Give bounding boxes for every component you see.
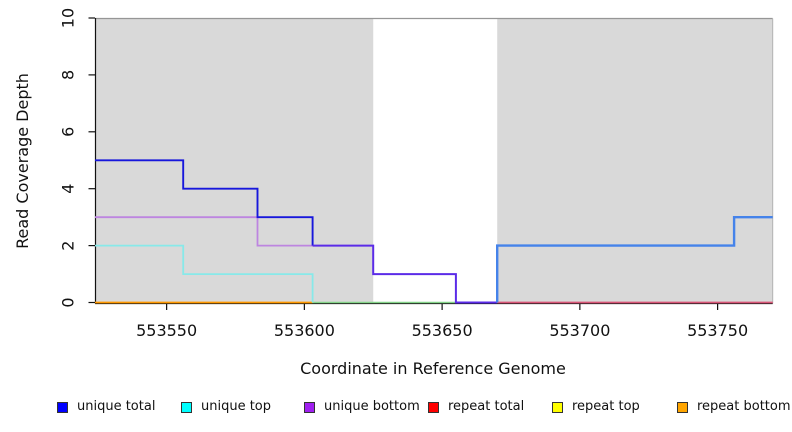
y-tick-label: 4 bbox=[59, 184, 78, 194]
legend-item-repeat-total: repeat total bbox=[428, 397, 524, 417]
unique-bottom-line bbox=[95, 216, 313, 247]
legend-label: repeat total bbox=[448, 399, 525, 414]
legend-swatch-icon bbox=[57, 401, 68, 413]
coverage-plot: 553550 553600 553650 553700 553750 0 2 4 6 8 10 Co… bbox=[13, 8, 774, 378]
legend-swatch-icon bbox=[428, 401, 439, 413]
coverage-step-lines bbox=[95, 159, 773, 304]
y-tick-label: 8 bbox=[59, 70, 78, 80]
shaded-repeat-regions bbox=[95, 19, 773, 303]
x-tick-label: 553750 bbox=[687, 321, 748, 340]
legend-swatch-icon bbox=[304, 401, 315, 413]
y-tick-label: 2 bbox=[59, 241, 78, 251]
y-tick-label: 0 bbox=[59, 297, 78, 307]
legend-label: repeat top bbox=[572, 399, 640, 414]
legend-label: repeat bottom bbox=[697, 399, 791, 414]
legend: unique total unique top unique bottom repea… bbox=[0, 397, 792, 421]
axis-ticks bbox=[88, 17, 719, 310]
legend-item-repeat-bottom: repeat bottom bbox=[677, 397, 791, 417]
x-tick-label: 553700 bbox=[549, 321, 610, 340]
legend-swatch-icon bbox=[677, 401, 688, 413]
legend-item-unique-bottom: unique bottom bbox=[304, 397, 420, 417]
axis-tick-labels: 553550 553600 553650 553700 553750 0 2 4 6 8 10 bbox=[59, 8, 749, 340]
unique-total-line-left bbox=[95, 159, 314, 246]
y-tick-label: 10 bbox=[59, 8, 78, 28]
unique-total-line-right bbox=[496, 215, 773, 303]
y-tick-label: 6 bbox=[59, 127, 78, 137]
legend-item-unique-total: unique total bbox=[57, 397, 155, 417]
x-axis-title: Coordinate in Reference Genome bbox=[300, 359, 566, 378]
legend-label: unique top bbox=[201, 399, 272, 414]
x-tick-label: 553600 bbox=[274, 321, 335, 340]
legend-label: unique bottom bbox=[324, 399, 420, 414]
legend-swatch-icon bbox=[181, 401, 192, 413]
shaded-region-1 bbox=[497, 19, 773, 303]
legend-label: unique total bbox=[77, 399, 156, 414]
legend-item-repeat-top: repeat top bbox=[552, 397, 640, 417]
x-tick-label: 553550 bbox=[136, 321, 197, 340]
x-tick-label: 553650 bbox=[412, 321, 473, 340]
legend-item-unique-top: unique top bbox=[181, 397, 271, 417]
legend-swatch-icon bbox=[552, 401, 563, 413]
y-axis-title: Read Coverage Depth bbox=[13, 73, 32, 249]
unique-total-bottom-overlap-line bbox=[312, 244, 498, 304]
unique-top-line bbox=[95, 244, 314, 303]
